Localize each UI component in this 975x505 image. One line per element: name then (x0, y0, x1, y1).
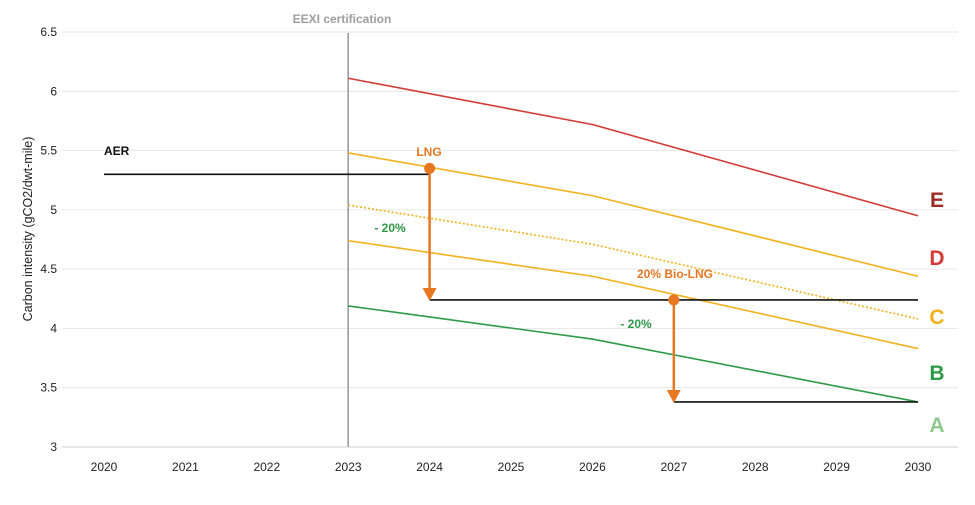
band-label-d: D (929, 247, 944, 270)
x-tick-label: 2024 (416, 460, 443, 474)
x-tick-label: 2028 (742, 460, 769, 474)
series-line-ed (348, 77, 919, 217)
y-tick-label: 4 (50, 321, 57, 335)
x-axis-ticks: 2020 2021 2022 2023 2024 2025 2026 2027 2028 2029… (91, 460, 932, 474)
x-tick-label: 2029 (823, 460, 850, 474)
series-lines (104, 77, 919, 403)
arrow-head-2 (666, 389, 681, 403)
gridlines (62, 31, 958, 389)
band-label-c: C (929, 306, 944, 329)
x-tick-label: 2025 (498, 460, 525, 474)
x-tick-label: 2021 (172, 460, 199, 474)
band-label-b: B (929, 362, 944, 385)
arrow-head-1 (422, 287, 437, 301)
x-tick-label: 2020 (91, 460, 118, 474)
eexi-certification-label: EEXI certification (293, 12, 392, 26)
data-marker-1 (424, 162, 436, 174)
x-tick-label: 2026 (579, 460, 606, 474)
series-line-ba (348, 305, 919, 403)
y-axis-label: Carbon intensity (gCO2/dwt-mile) (21, 137, 35, 322)
y-tick-label: 5 (50, 203, 57, 217)
reduction-label-2: - 20% (620, 317, 652, 331)
y-tick-label: 4.5 (40, 262, 57, 276)
y-tick-label: 3 (50, 440, 57, 454)
reduction-arrows (422, 168, 681, 403)
band-label-e: E (930, 189, 944, 212)
series-line-cb (348, 239, 919, 350)
x-tick-label: 2030 (905, 460, 932, 474)
x-tick-label: 2023 (335, 460, 362, 474)
aer-label: AER (104, 144, 130, 158)
y-tick-label: 3.5 (40, 381, 57, 395)
y-tick-label: 5.5 (40, 144, 57, 158)
series-line-mid (348, 204, 919, 320)
lng-label: LNG (416, 145, 441, 159)
bio-lng-label: 20% Bio-LNG (637, 267, 713, 281)
x-tick-label: 2022 (253, 460, 280, 474)
y-axis-ticks: 3 3.5 4 4.5 5 5.5 6 6.5 (40, 25, 57, 454)
data-markers (424, 162, 680, 306)
y-tick-label: 6 (50, 84, 57, 98)
band-label-a: A (929, 414, 944, 437)
y-tick-label: 6.5 (40, 25, 57, 39)
data-marker-2 (668, 294, 680, 306)
reduction-label-1: - 20% (374, 221, 406, 235)
x-tick-label: 2027 (660, 460, 687, 474)
